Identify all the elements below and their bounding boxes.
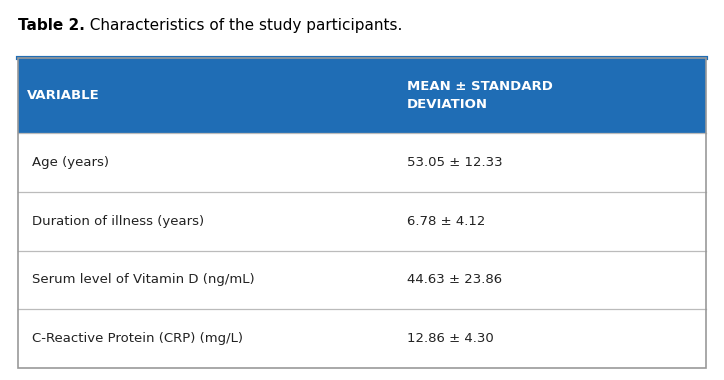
Bar [18,192,706,250]
Text: C-Reactive Protein (CRP) (mg/L): C-Reactive Protein (CRP) (mg/L) [32,332,243,345]
Bar [18,58,706,133]
Text: Table 2.: Table 2. [18,18,85,33]
Text: MEAN ± STANDARD
DEVIATION: MEAN ± STANDARD DEVIATION [407,80,552,111]
Bar [18,309,706,368]
Text: 12.86 ± 4.30: 12.86 ± 4.30 [407,332,494,345]
Bar [18,250,706,309]
Text: Duration of illness (years): Duration of illness (years) [32,215,204,228]
Text: 6.78 ± 4.12: 6.78 ± 4.12 [407,215,485,228]
Text: 44.63 ± 23.86: 44.63 ± 23.86 [407,273,502,287]
Text: 53.05 ± 12.33: 53.05 ± 12.33 [407,156,502,169]
Bar [18,58,706,368]
Bar [18,133,706,192]
Text: Age (years): Age (years) [32,156,109,169]
Text: VARIABLE: VARIABLE [27,89,99,102]
Text: Serum level of Vitamin D (ng/mL): Serum level of Vitamin D (ng/mL) [32,273,255,287]
Text: Characteristics of the study participants.: Characteristics of the study participant… [80,18,403,33]
